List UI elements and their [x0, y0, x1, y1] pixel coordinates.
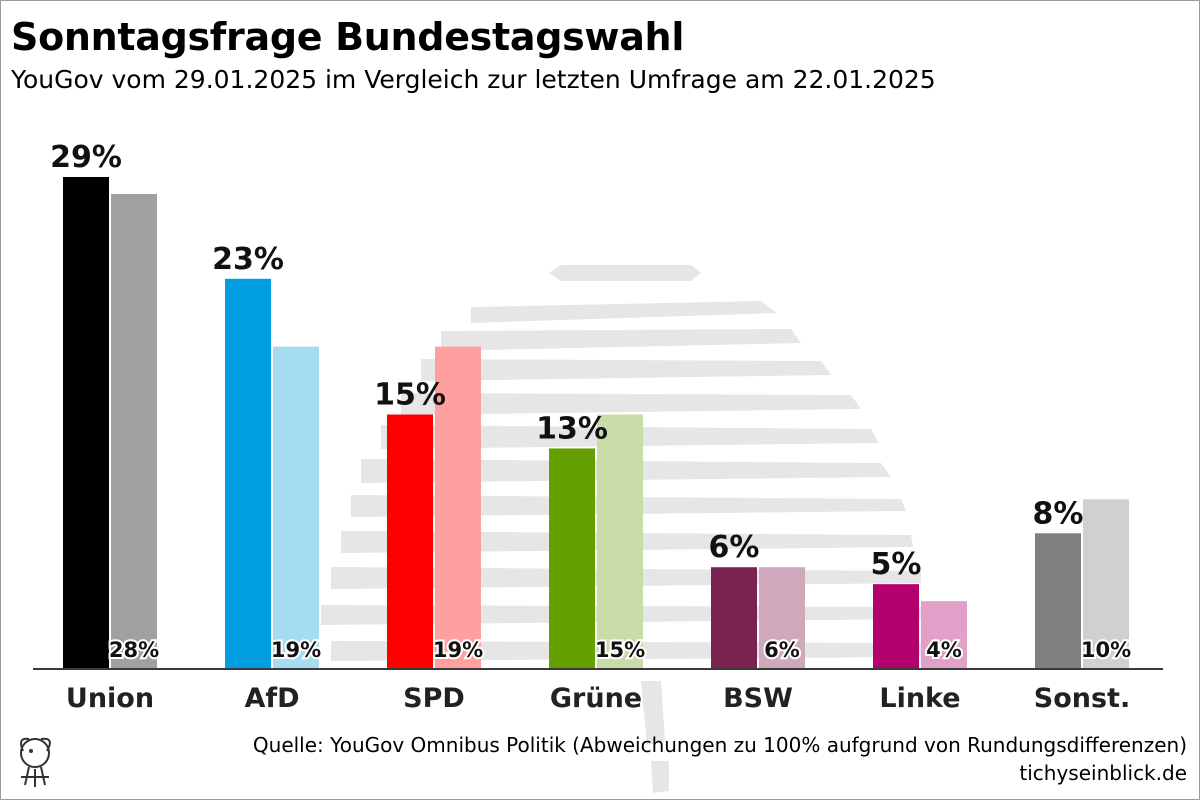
chart-subtitle: YouGov vom 29.01.2025 im Vergleich zur l…: [11, 65, 936, 94]
value-label-previous-spd: 19%: [433, 638, 483, 662]
value-label-previous-sonst: 10%: [1081, 638, 1131, 662]
source-note: Quelle: YouGov Omnibus Politik (Abweichu…: [252, 733, 1187, 757]
value-label-previous-union: 28%: [109, 638, 159, 662]
value-label-current-linke: 5%: [871, 547, 922, 582]
bar-current-union: [63, 177, 109, 669]
category-label-bsw: BSW: [723, 683, 793, 714]
bar-previous-sonst: [1083, 499, 1129, 669]
value-label-current-gr-ne: 13%: [536, 411, 608, 446]
eagle-logo-icon: [20, 737, 51, 787]
bar-previous-gr-ne: [597, 414, 643, 669]
category-label-sonst: Sonst.: [1034, 683, 1130, 714]
value-label-current-afd: 23%: [212, 242, 284, 277]
bars-layer: [63, 177, 1129, 669]
site-credit: tichyseinblick.de: [1019, 761, 1187, 785]
value-label-current-spd: 15%: [374, 378, 446, 413]
value-label-current-sonst: 8%: [1033, 496, 1084, 531]
category-label-gr-ne: Grüne: [550, 683, 642, 714]
category-label-afd: AfD: [244, 683, 299, 714]
chart-title: Sonntagsfrage Bundestagswahl: [11, 15, 685, 59]
bar-current-linke: [873, 584, 919, 669]
bar-current-sonst: [1035, 533, 1081, 669]
category-label-union: Union: [66, 683, 154, 714]
value-label-previous-gr-ne: 15%: [595, 638, 645, 662]
bar-previous-bsw: [759, 567, 805, 669]
bar-current-bsw: [711, 567, 757, 669]
bar-current-spd: [387, 414, 433, 669]
bar-previous-afd: [273, 346, 319, 669]
bar-current-afd: [225, 278, 271, 669]
bar-current-gr-ne: [549, 448, 595, 669]
category-label-linke: Linke: [879, 683, 960, 714]
value-label-previous-afd: 19%: [271, 638, 321, 662]
value-label-previous-bsw: 6%: [764, 638, 800, 662]
bar-previous-union: [111, 193, 157, 669]
category-label-spd: SPD: [403, 683, 465, 714]
value-label-current-union: 29%: [50, 140, 122, 175]
bar-previous-linke: [921, 601, 967, 669]
value-label-current-bsw: 6%: [709, 530, 760, 565]
value-label-previous-linke: 4%: [926, 638, 962, 662]
labels-layer: 29% 28% Union 23% 19% AfD 15% 19% SPD 13% 15% Grüne…: [50, 140, 1133, 714]
bar-previous-spd: [435, 346, 481, 669]
